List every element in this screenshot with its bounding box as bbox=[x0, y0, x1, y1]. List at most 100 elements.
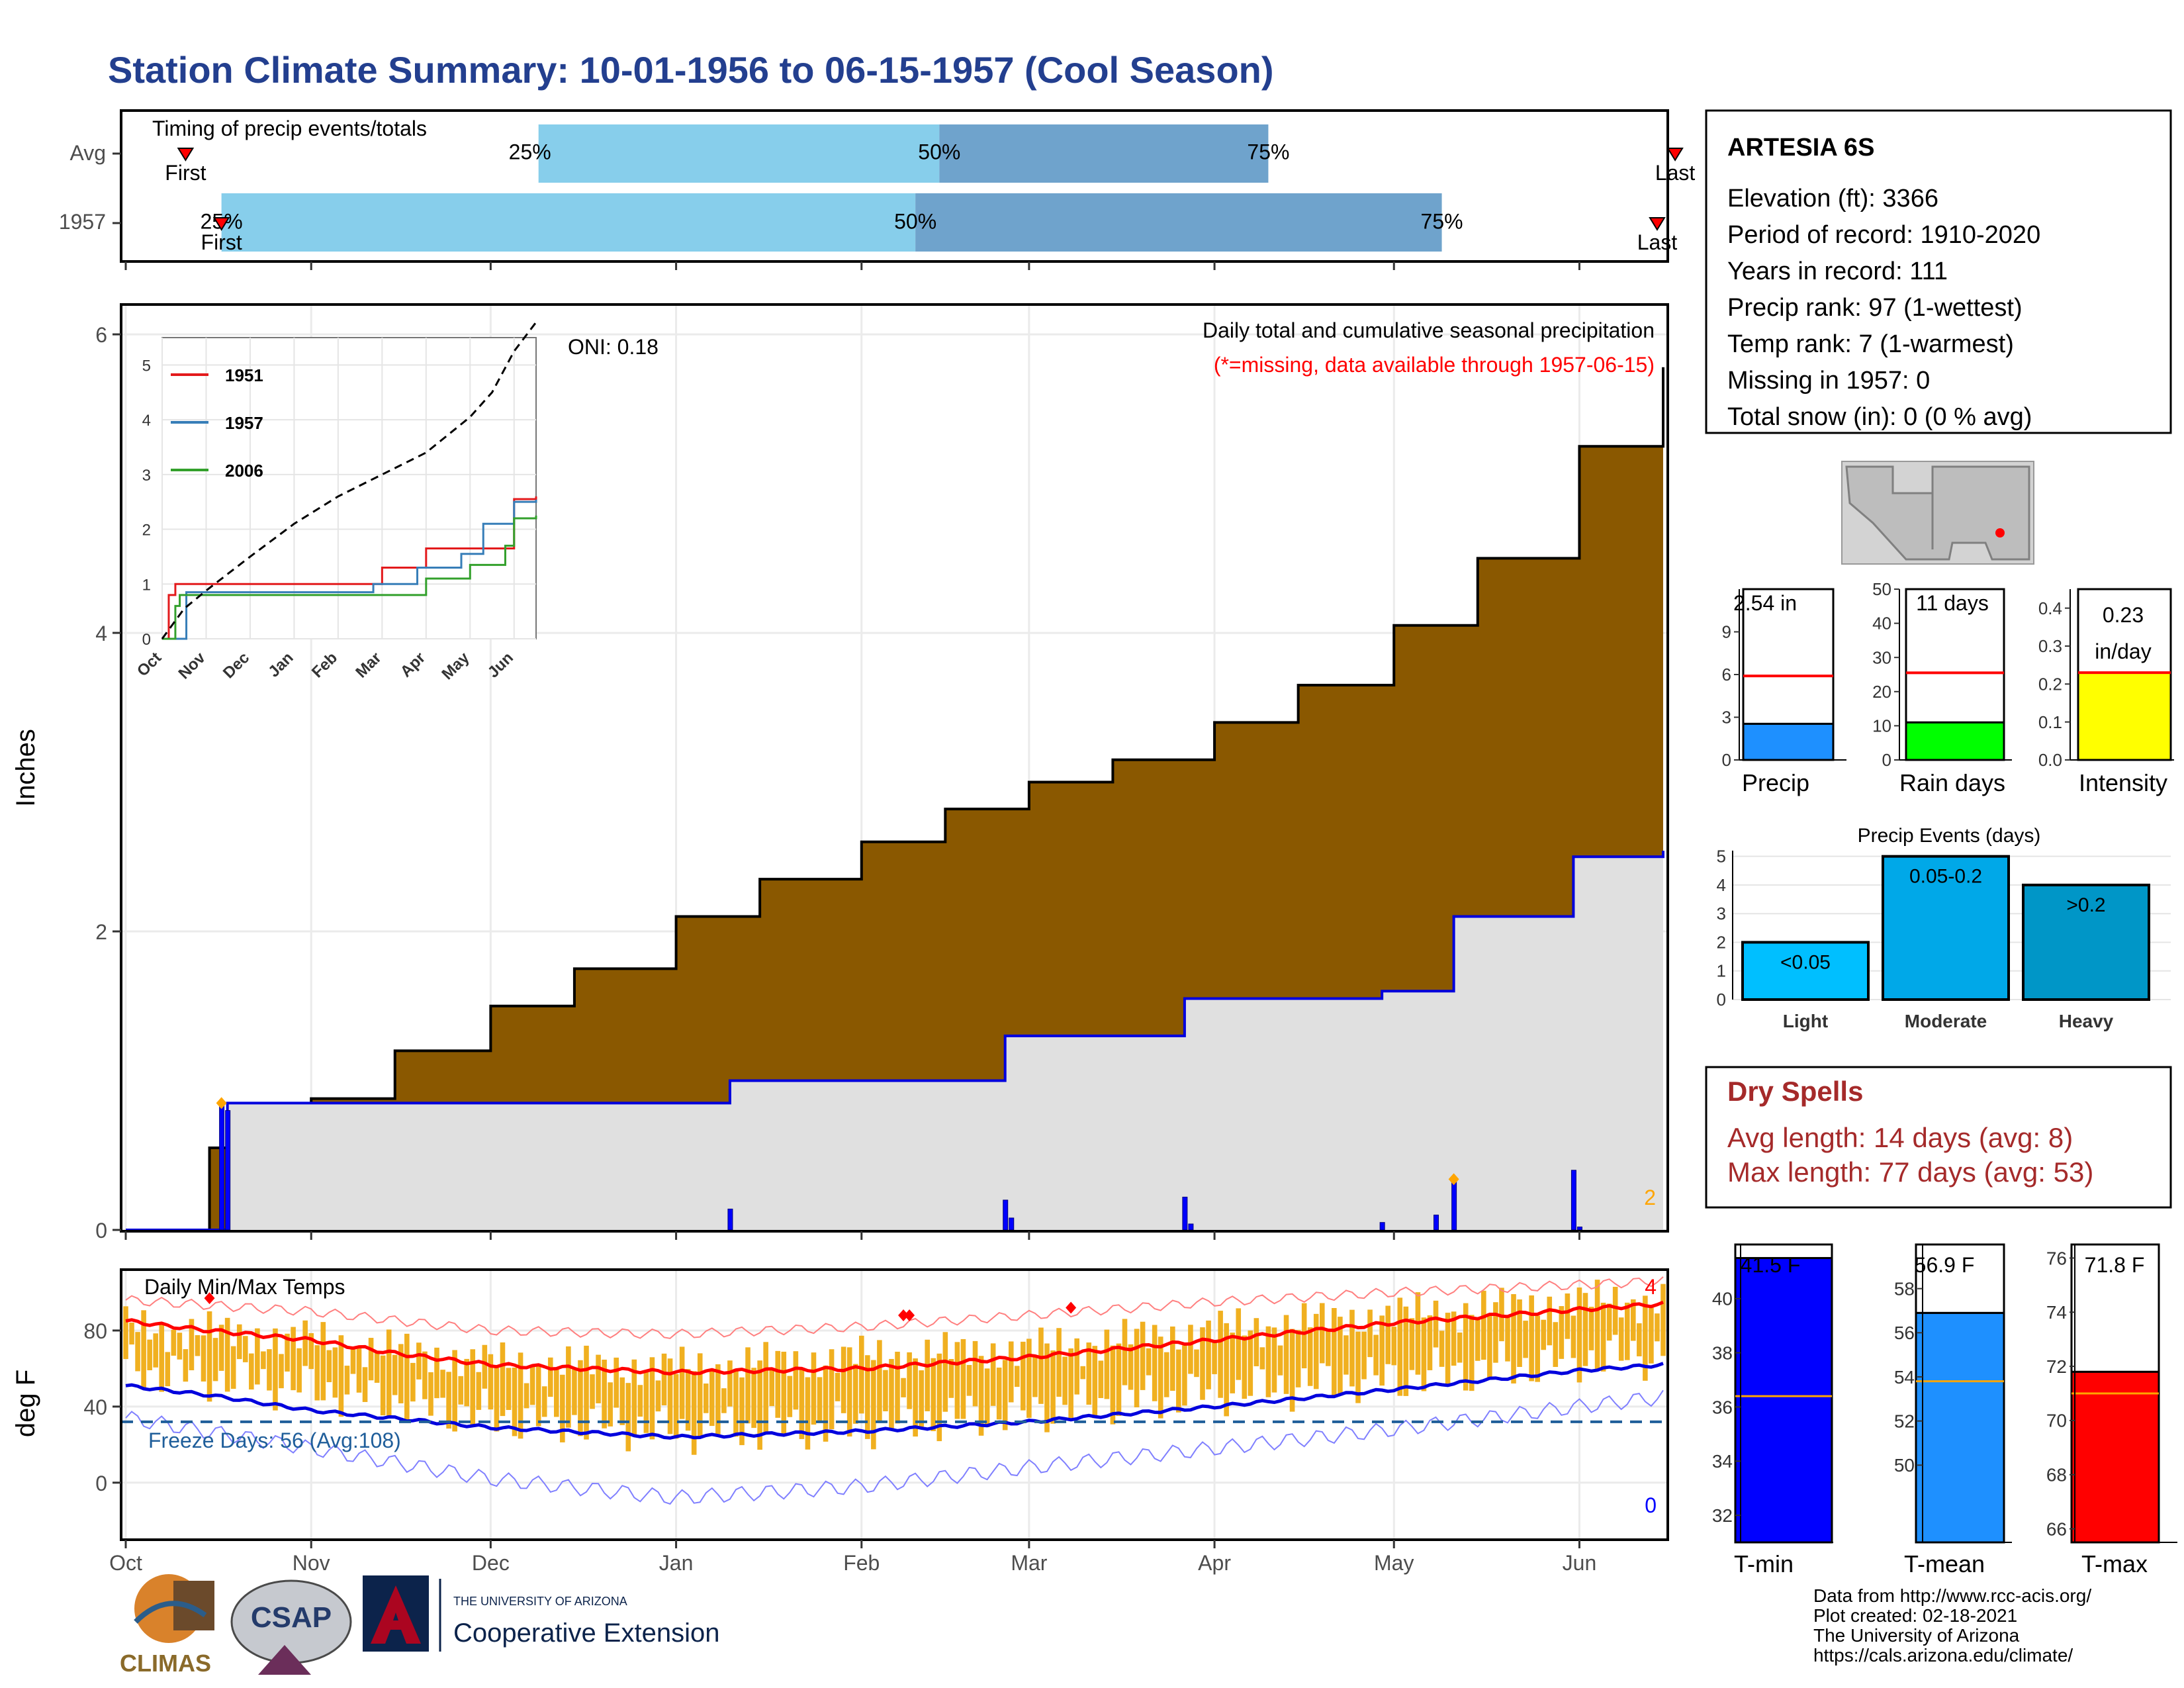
mini-precip-tick-label-6: 6 bbox=[1722, 665, 1731, 684]
daily-temp-bar bbox=[326, 1350, 332, 1382]
daily-temp-bar bbox=[919, 1370, 924, 1427]
daily-temp-bar bbox=[296, 1348, 302, 1393]
bar-tmean-tick-label-58: 58 bbox=[1894, 1278, 1915, 1299]
daily-temp-bar bbox=[751, 1368, 756, 1429]
daily-precip-bar-5 bbox=[1182, 1196, 1188, 1231]
daily-temp-bar bbox=[458, 1376, 463, 1405]
daily-temp-bar bbox=[1445, 1313, 1451, 1384]
daily-temp-bar bbox=[1104, 1329, 1110, 1399]
daily-temp-bar bbox=[1002, 1360, 1008, 1430]
station-period: Period of record: 1910-2020 bbox=[1727, 221, 2040, 249]
daily-temp-bar bbox=[942, 1332, 948, 1412]
daily-precip-bar-7 bbox=[1379, 1222, 1385, 1231]
daily-temp-bar bbox=[1373, 1335, 1379, 1376]
footer-credits: Data from http://www.rcc-acis.org/ Plot … bbox=[1813, 1585, 2091, 1665]
timing-last-marker-avg bbox=[1666, 148, 1684, 162]
daily-temp-bar bbox=[1200, 1327, 1205, 1400]
mini-precip-tick-label-0: 0 bbox=[1722, 750, 1731, 770]
daily-temp-bar bbox=[1517, 1299, 1522, 1367]
daily-temp-bar bbox=[1385, 1305, 1391, 1364]
precip-y-axis-label: Inches bbox=[11, 729, 40, 807]
daily-temp-bar bbox=[655, 1380, 661, 1412]
daily-temp-bar bbox=[787, 1376, 793, 1417]
mini-intensity-plot: 0.0 0.1 0.2 0.3 0.4 bbox=[2038, 588, 2174, 770]
daily-temp-bar bbox=[996, 1367, 1002, 1420]
daily-temp-bar bbox=[1163, 1352, 1169, 1397]
daily-temp-bar bbox=[422, 1351, 428, 1399]
daily-temp-bar bbox=[554, 1368, 559, 1417]
daily-temp-bar bbox=[1559, 1306, 1565, 1359]
station-info-box: ARTESIA 6S Elevation (ft): 3366 Period o… bbox=[1705, 109, 2172, 434]
mini-precip-tick-label-9: 9 bbox=[1722, 622, 1731, 642]
daily-temp-bar bbox=[984, 1368, 990, 1427]
events-bar-label-heavy: >0.2 bbox=[2066, 894, 2105, 916]
locator-map bbox=[1841, 461, 2034, 565]
daily-temp-bar bbox=[931, 1358, 936, 1431]
daily-temp-bar bbox=[590, 1374, 595, 1409]
events-y-tick-label-5: 5 bbox=[1717, 847, 1726, 867]
timing-title: Timing of precip events/totals bbox=[152, 117, 427, 140]
timing-row-label-avg: Avg bbox=[69, 141, 106, 165]
bar-tmax-tick-label-68: 68 bbox=[2046, 1465, 2067, 1485]
daily-temp-bar bbox=[733, 1368, 739, 1437]
daily-temp-bar bbox=[380, 1355, 386, 1416]
daily-precip-bar-9 bbox=[1451, 1178, 1457, 1231]
daily-temp-bar bbox=[1194, 1349, 1199, 1378]
daily-temp-bar bbox=[1469, 1315, 1475, 1391]
daily-temp-bar bbox=[500, 1342, 506, 1417]
daily-temp-bar bbox=[1594, 1280, 1600, 1369]
dry-spells-frame bbox=[1705, 1066, 2172, 1209]
daily-temp-bar bbox=[428, 1372, 433, 1416]
temp-panel-background bbox=[121, 1270, 1668, 1540]
timing-p50-label-avg: 50% bbox=[918, 140, 960, 164]
daily-temp-bar bbox=[1600, 1302, 1606, 1372]
mini-raindays-tick-label-0: 0 bbox=[1882, 750, 1891, 770]
month-label-apr: Apr bbox=[1198, 1551, 1231, 1575]
mini-precip-bar bbox=[1742, 722, 1835, 761]
inset-background bbox=[161, 337, 537, 639]
daily-temp-bar bbox=[1277, 1345, 1283, 1376]
daily-temp-bar bbox=[1618, 1317, 1624, 1361]
timing-q2-bar-1957 bbox=[221, 193, 916, 252]
daily-temp-bar bbox=[948, 1359, 954, 1398]
daily-temp-bar bbox=[291, 1327, 296, 1391]
mini-precip-label-box bbox=[1742, 588, 1835, 725]
daily-temp-bar bbox=[332, 1347, 338, 1398]
daily-precip-record-marker-0 bbox=[216, 1097, 227, 1109]
daily-temp-bar bbox=[1541, 1319, 1547, 1350]
precip-areas bbox=[126, 367, 1664, 1231]
daily-temp-bar bbox=[1487, 1313, 1492, 1378]
daily-temp-bar bbox=[560, 1374, 565, 1442]
daily-temp-bar bbox=[1415, 1292, 1421, 1375]
inset-line-1957 bbox=[162, 499, 537, 640]
daily-temp-bar bbox=[518, 1352, 523, 1439]
tmean-plot: 50 52 54 56 58 bbox=[1894, 1243, 2012, 1544]
daily-temp-bar bbox=[285, 1333, 290, 1372]
daily-temp-bar bbox=[206, 1311, 212, 1402]
daily-temp-bar bbox=[811, 1352, 817, 1425]
daily-temp-bar bbox=[314, 1345, 320, 1401]
daily-temp-bar bbox=[1242, 1335, 1248, 1399]
mini-raindays-tick-label-50: 50 bbox=[1872, 579, 1891, 599]
daily-temp-bar bbox=[643, 1370, 649, 1433]
daily-temp-bar bbox=[1056, 1328, 1062, 1397]
daily-temp-bar bbox=[1122, 1319, 1128, 1385]
bar-tmin-label-box bbox=[1734, 1243, 1833, 1259]
station-elevation: Elevation (ft): 3366 bbox=[1727, 185, 1938, 212]
daily-temp-bar bbox=[506, 1368, 512, 1410]
daily-temp-bar bbox=[960, 1338, 966, 1419]
daily-temp-bar bbox=[1338, 1317, 1343, 1396]
bar-tmax-tick-label-72: 72 bbox=[2046, 1356, 2067, 1377]
events-y-tick-label-2: 2 bbox=[1717, 932, 1726, 952]
climas-logo-river bbox=[134, 1601, 207, 1624]
bar-tmax-tick-label-74: 74 bbox=[2046, 1302, 2067, 1323]
daily-temp-bar bbox=[1397, 1297, 1403, 1396]
month-label-jan: Jan bbox=[659, 1551, 694, 1575]
daily-temp-bar bbox=[966, 1365, 972, 1396]
mini-raindays-bar bbox=[1905, 721, 2005, 761]
daily-precip-bar-4 bbox=[1009, 1217, 1015, 1231]
mini-precip-tick-label-3: 3 bbox=[1722, 708, 1731, 727]
daily-temp-bar bbox=[578, 1360, 583, 1436]
